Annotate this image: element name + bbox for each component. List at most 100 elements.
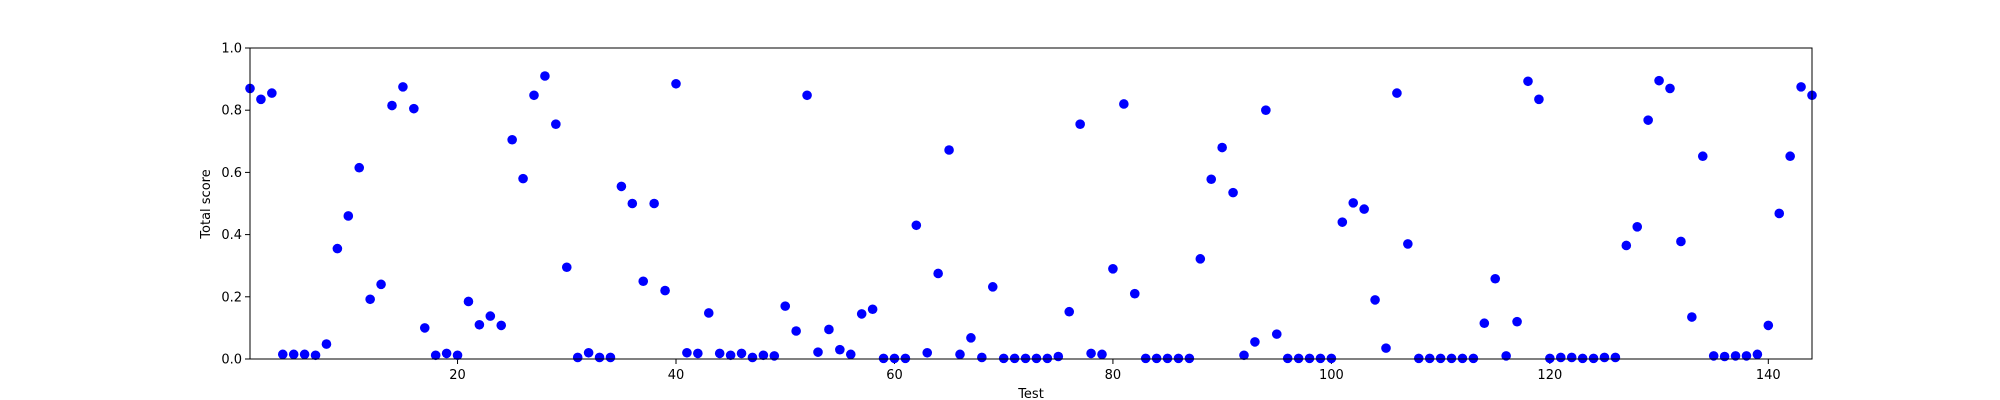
data-point [267,88,277,98]
data-point [1271,329,1282,339]
data-point [1730,351,1741,361]
data-point [1119,99,1129,109]
data-point [1315,353,1326,364]
data-point [703,308,714,318]
data-point [922,347,933,358]
x-axis-label: Test [1017,387,1044,400]
y-tick-label: 0.4 [221,228,242,243]
data-point [1304,353,1315,364]
data-point [1239,350,1249,361]
data-point [1140,353,1151,364]
data-point [540,71,550,81]
data-point [485,311,496,321]
data-point [1282,353,1293,364]
data-point [627,198,638,209]
data-point [1108,264,1118,274]
data-point [1577,353,1588,364]
data-point [561,262,572,273]
data-point [1665,83,1675,94]
data-point [1676,236,1686,247]
data-point [398,82,408,92]
data-point [998,353,1009,364]
data-point [256,94,266,105]
data-point [1654,75,1664,86]
data-point [365,294,375,305]
data-point [1468,353,1479,364]
data-point [1785,151,1795,162]
x-tick-label: 120 [1537,368,1562,383]
data-point [1381,343,1391,353]
data-point [583,347,594,358]
data-point [878,353,889,364]
data-point [758,350,769,361]
x-tick-label: 140 [1756,368,1781,383]
data-point [1261,105,1271,115]
data-point [1370,295,1380,305]
data-point [430,350,441,361]
data-point [1752,349,1763,360]
data-point [1151,353,1162,364]
data-point [1501,351,1511,361]
data-point [1009,353,1020,364]
data-point [529,90,539,101]
data-point [452,350,463,361]
data-point [1774,208,1785,219]
x-tick-label: 20 [449,368,466,383]
data-point [649,198,659,209]
data-point [1217,142,1227,153]
data-point [987,282,998,292]
points-layer [245,71,1817,364]
data-point [1129,288,1140,299]
data-point [1086,348,1096,359]
data-point [736,348,747,359]
data-point [835,344,845,355]
data-point [747,352,758,363]
data-point [1392,88,1402,98]
data-point [1719,351,1730,362]
data-point [660,285,670,296]
x-tick-label: 40 [668,368,685,383]
data-point [409,103,419,114]
data-point [1173,353,1184,364]
data-point [387,100,397,111]
data-point [463,296,474,307]
ticks-layer: 20 40 60 80 100 120 140 0.0 0.2 0.4 0.6 0.8 1.0 [221,42,1780,384]
data-point [1697,151,1708,162]
data-point [1566,352,1577,363]
data-point [332,243,343,254]
data-point [682,347,692,358]
data-point [1741,351,1752,361]
data-point [354,162,365,173]
data-point [1053,351,1064,362]
data-point [1075,119,1085,129]
data-point [1555,352,1566,363]
y-axis-label: Total score [199,169,214,239]
data-point [911,220,922,231]
data-point [1599,352,1610,363]
y-tick-label: 0.6 [221,166,242,181]
data-point [507,134,517,145]
data-point [966,333,976,343]
data-point [845,349,856,360]
data-point [605,352,616,363]
data-point [1632,222,1643,232]
data-point [496,320,507,331]
data-point [1479,318,1490,329]
data-point [1621,240,1632,251]
data-point [616,181,627,192]
data-point [933,268,943,279]
data-point [867,304,878,315]
data-point [977,352,987,363]
data-point [1588,353,1599,364]
data-point [376,279,386,290]
data-point [288,349,299,360]
data-point [1031,353,1042,364]
data-point [1534,94,1544,105]
x-tick-label: 80 [1105,368,1122,383]
data-point [693,348,703,359]
data-point [1097,349,1107,360]
data-point [1020,353,1031,364]
data-point [955,349,965,360]
data-point [572,352,583,363]
